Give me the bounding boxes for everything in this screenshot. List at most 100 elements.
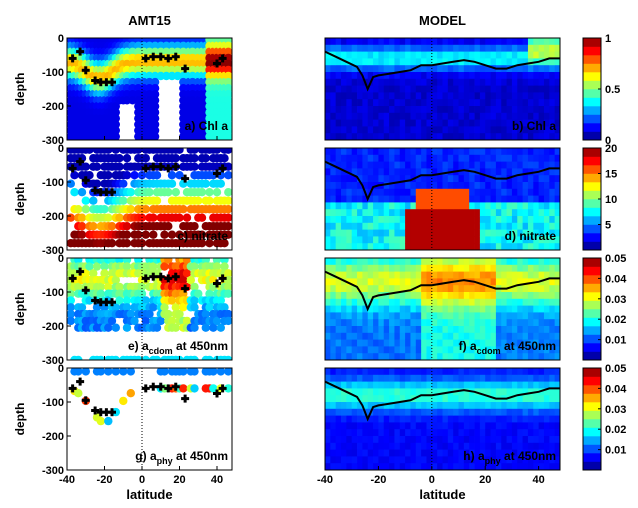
- heatmap-cell: [458, 298, 465, 306]
- heatmap-cell: [351, 339, 358, 347]
- heatmap-cell: [415, 106, 422, 114]
- heatmap-cell: [527, 78, 534, 86]
- heatmap-cell: [394, 106, 401, 114]
- heatmap-cell: [447, 195, 454, 203]
- heatmap-cell: [495, 278, 502, 286]
- heatmap-cell: [389, 415, 395, 423]
- heatmap-cell: [517, 271, 524, 279]
- heatmap-cell: [426, 381, 433, 389]
- heatmap-cell: [511, 456, 518, 464]
- heatmap-cell: [362, 85, 369, 93]
- heatmap-cell: [330, 436, 337, 444]
- heatmap-cell: [533, 44, 540, 52]
- heatmap-cell: [373, 78, 379, 86]
- heatmap-cell: [415, 182, 422, 190]
- heatmap-cell: [389, 292, 395, 300]
- heatmap-cell: [394, 168, 401, 176]
- heatmap-cell: [346, 298, 353, 306]
- heatmap-cell: [527, 175, 534, 183]
- heatmap-cell: [549, 298, 556, 306]
- heatmap-cell: [405, 38, 411, 46]
- heatmap-cell: [549, 436, 556, 444]
- heatmap-cell: [410, 154, 417, 162]
- x-tick-label: 40: [211, 474, 223, 486]
- heatmap-cell: [335, 312, 342, 320]
- heatmap-cell: [410, 456, 417, 464]
- heatmap-cell: [357, 182, 363, 190]
- heatmap-cell: [351, 126, 358, 134]
- heatmap-cell: [399, 292, 406, 300]
- heatmap-cell: [389, 78, 395, 86]
- heatmap-cell: [517, 44, 524, 52]
- heatmap-cell: [485, 202, 491, 210]
- data-point: [220, 258, 229, 264]
- colorbar-swatch: [583, 123, 601, 132]
- heatmap-cell: [383, 463, 390, 471]
- heatmap-cell: [554, 319, 561, 327]
- heatmap-cell: [517, 319, 524, 327]
- heatmap-cell: [474, 126, 481, 134]
- heatmap-cell: [383, 456, 390, 464]
- colorbar-tick-label: 20: [605, 143, 617, 155]
- heatmap-cell: [415, 175, 422, 183]
- heatmap-cell: [458, 195, 465, 203]
- heatmap-cell: [325, 85, 331, 93]
- heatmap-cell: [517, 285, 524, 293]
- dcm-marker: [156, 382, 165, 391]
- heatmap-cell: [469, 154, 475, 162]
- heatmap-cell: [378, 229, 385, 237]
- heatmap-cell: [426, 85, 433, 93]
- heatmap-cell: [543, 119, 550, 127]
- heatmap-cell: [479, 436, 486, 444]
- heatmap-cell: [447, 339, 454, 347]
- heatmap-cell: [538, 99, 545, 107]
- heatmap-cell: [346, 388, 353, 396]
- heatmap-cell: [479, 388, 486, 396]
- heatmap-cell: [538, 326, 545, 334]
- heatmap-cell: [389, 188, 395, 196]
- heatmap-cell: [447, 188, 454, 196]
- heatmap-cell: [474, 148, 481, 156]
- heatmap-cell: [341, 449, 347, 457]
- heatmap-cell: [415, 148, 422, 156]
- data-point: [224, 41, 232, 50]
- heatmap-cell: [511, 133, 518, 141]
- heatmap-cell: [538, 38, 545, 46]
- heatmap-cell: [394, 126, 401, 134]
- heatmap-cell: [447, 305, 454, 313]
- heatmap-cell: [554, 415, 561, 423]
- heatmap-cell: [495, 271, 502, 279]
- dcm-marker: [76, 377, 85, 386]
- heatmap-cell: [495, 188, 502, 196]
- heatmap-cell: [501, 449, 507, 457]
- heatmap-cell: [533, 339, 540, 347]
- heatmap-cell: [447, 292, 454, 300]
- heatmap-cell: [469, 65, 475, 73]
- heatmap-cell: [437, 182, 443, 190]
- heatmap-cell: [543, 78, 550, 86]
- data-point: [104, 148, 113, 154]
- heatmap-cell: [367, 353, 374, 361]
- heatmap-cell: [378, 78, 385, 86]
- heatmap-cell: [549, 161, 556, 169]
- heatmap-cell: [335, 408, 342, 416]
- heatmap-cell: [511, 119, 518, 127]
- heatmap-cell: [506, 44, 513, 52]
- heatmap-cell: [341, 292, 347, 300]
- heatmap-cell: [458, 415, 465, 423]
- heatmap-cell: [479, 456, 486, 464]
- heatmap-cell: [426, 51, 433, 59]
- data-point: [104, 368, 113, 376]
- heatmap-cell: [538, 195, 545, 203]
- heatmap-cell: [362, 106, 369, 114]
- heatmap-cell: [458, 402, 465, 410]
- heatmap-cell: [517, 112, 524, 120]
- heatmap-cell: [495, 298, 502, 306]
- heatmap-cell: [549, 319, 556, 327]
- heatmap-cell: [495, 353, 502, 361]
- heatmap-cell: [522, 395, 529, 403]
- heatmap-cell: [485, 133, 491, 141]
- heatmap-cell: [373, 38, 379, 46]
- heatmap-cell: [367, 44, 374, 52]
- scatter-panel-4-points: [68, 368, 232, 426]
